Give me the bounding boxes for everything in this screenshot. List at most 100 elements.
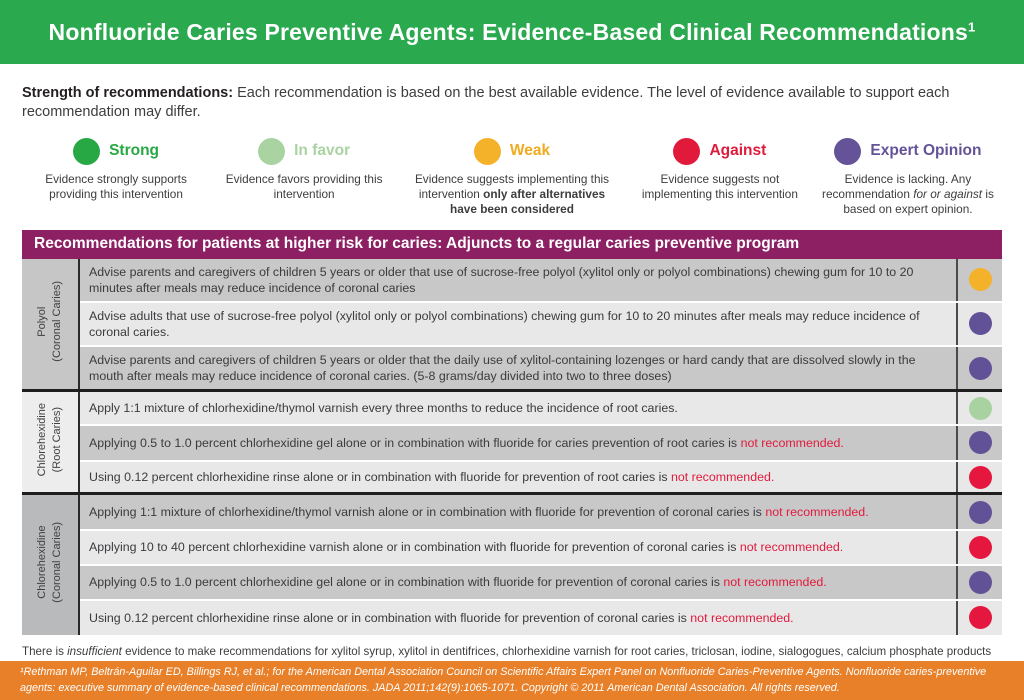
group-label-text: Polyol (Coronal Caries) bbox=[35, 281, 65, 362]
recommendation-text: Using 0.12 percent chlorhexidine rinse a… bbox=[79, 460, 957, 496]
legend-desc-against: Evidence suggests not implementing this … bbox=[630, 172, 810, 202]
against-dot-icon bbox=[673, 137, 701, 165]
table-row: Using 0.12 percent chlorhexidine rinse a… bbox=[22, 599, 1002, 635]
rec-text: Applying 1:1 mixture of chlorhexidine/th… bbox=[89, 504, 766, 519]
group-label-text: Chlorehexidine (Root Caries) bbox=[35, 403, 65, 476]
legend-head-against: Against bbox=[630, 136, 810, 166]
table-row: Applying 10 to 40 percent chlorhexidine … bbox=[22, 529, 1002, 566]
recommendations-grid: Polyol (Coronal Caries) Advise parents an… bbox=[22, 258, 1002, 635]
rec-text: Advise parents and caregivers of childre… bbox=[89, 353, 916, 384]
group-label-text: Chlorehexidine (Coronal Caries) bbox=[35, 522, 65, 603]
legend-desc-in-favor: Evidence favors providing this intervent… bbox=[214, 172, 394, 202]
legend-label-weak: Weak bbox=[509, 142, 551, 160]
recommendation-text: Applying 1:1 mixture of chlorhexidine/th… bbox=[79, 493, 957, 531]
legend-item-weak: Weak Evidence suggests implementing this… bbox=[398, 136, 626, 217]
not-recommended-text: not recommended. bbox=[690, 610, 794, 625]
legend-desc-strong: Evidence strongly supports providing thi… bbox=[26, 172, 206, 202]
group-name: Polyol bbox=[36, 306, 49, 337]
table-row: Applying 0.5 to 1.0 percent chlorhexidin… bbox=[22, 424, 1002, 462]
legend-label-strong: Strong bbox=[109, 142, 159, 160]
legend-item-expert-opinion: Expert Opinion Evidence is lacking. Any … bbox=[814, 136, 1002, 217]
rec-text: Applying 0.5 to 1.0 percent chlorhexidin… bbox=[89, 435, 741, 450]
citation-bar: ¹Rethman MP, Beltrán-Aguilar ED, Billing… bbox=[0, 661, 1024, 700]
title-superscript: 1 bbox=[968, 18, 976, 34]
group-label-polyol-coronal: Polyol (Coronal Caries) bbox=[22, 258, 80, 393]
rating-cell bbox=[956, 493, 1002, 531]
intro-paragraph: Strength of recommendations: Each recomm… bbox=[22, 84, 962, 122]
not-recommended-text: not recommended. bbox=[740, 435, 844, 450]
table-row: Chlorehexidine (Coronal Caries) Applying … bbox=[22, 493, 1002, 635]
recommendation-text: Applying 0.5 to 1.0 percent chlorhexidin… bbox=[79, 424, 957, 462]
rec-text: Applying 0.5 to 1.0 percent chlorhexidin… bbox=[89, 575, 724, 590]
table-row: Using 0.12 percent chlorhexidine rinse a… bbox=[22, 460, 1002, 496]
recommendation-text: Applying 0.5 to 1.0 percent chlorhexidin… bbox=[79, 564, 957, 601]
legend-desc-expert-opinion: Evidence is lacking. Any recommendation … bbox=[818, 172, 998, 217]
rating-cell bbox=[956, 599, 1002, 635]
not-recommended-text: not recommended. bbox=[739, 540, 844, 555]
not-recommended-text: not recommended. bbox=[765, 504, 869, 519]
rating-dot-against bbox=[968, 535, 992, 559]
rec-text: Advise parents and caregivers of childre… bbox=[89, 264, 914, 295]
recommendation-text: Advise parents and caregivers of childre… bbox=[79, 346, 957, 393]
group-sub: (Coronal Caries) bbox=[51, 522, 63, 603]
strong-dot-icon bbox=[73, 137, 101, 165]
group-label-chlorhexidine-coronal: Chlorehexidine (Coronal Caries) bbox=[22, 493, 80, 635]
desc-emph: only after alternatives have been consid… bbox=[450, 187, 606, 217]
rec-text: Advise adults that use of sucrose-free p… bbox=[89, 308, 920, 339]
table-row: Advise parents and caregivers of childre… bbox=[22, 346, 1002, 393]
recommendation-text: Advise adults that use of sucrose-free p… bbox=[79, 301, 957, 348]
in-favor-dot-icon bbox=[258, 137, 286, 165]
desc-text: Evidence is lacking. Any recommendation bbox=[822, 172, 972, 202]
rating-cell bbox=[956, 460, 1002, 496]
rating-dot-expert-opinion bbox=[968, 500, 992, 524]
rating-dot-against bbox=[968, 465, 992, 489]
footnote-italic: insufficient bbox=[67, 644, 122, 658]
group-sub: (Root Caries) bbox=[51, 407, 63, 473]
group-label-chlorhexidine-root: Chlorehexidine (Root Caries) bbox=[22, 390, 80, 496]
desc-text: Evidence strongly supports providing thi… bbox=[45, 172, 187, 202]
citation-text: ¹Rethman MP, Beltrán-Aguilar ED, Billing… bbox=[20, 665, 987, 694]
table-caption: Recommendations for patients at higher r… bbox=[22, 229, 1002, 259]
rating-cell bbox=[956, 424, 1002, 462]
legend-head-expert-opinion: Expert Opinion bbox=[818, 136, 998, 166]
group-name: Chlorehexidine bbox=[36, 525, 49, 600]
legend-head-weak: Weak bbox=[402, 136, 622, 166]
legend-head-in-favor: In favor bbox=[214, 136, 394, 166]
page-title: Nonfluoride Caries Preventive Agents: Ev… bbox=[49, 19, 976, 46]
desc-text: Evidence favors providing this intervent… bbox=[225, 172, 383, 202]
strength-legend: Strong Evidence strongly supports provid… bbox=[22, 136, 1002, 217]
table-row: Polyol (Coronal Caries) Advise parents an… bbox=[22, 258, 1002, 393]
rec-text: Using 0.12 percent chlorhexidine rinse a… bbox=[89, 469, 671, 484]
page-title-text: Nonfluoride Caries Preventive Agents: Ev… bbox=[48, 18, 969, 45]
desc-text: Evidence suggests not implementing this … bbox=[641, 172, 798, 202]
recommendation-text: Advise parents and caregivers of childre… bbox=[79, 258, 957, 303]
rec-text: Applying 10 to 40 percent chlorhexidine … bbox=[89, 540, 740, 555]
desc-text: Evidence suggests implementing this inte… bbox=[414, 172, 610, 202]
table-row: Chlorehexidine (Root Caries) Apply 1:1 mi… bbox=[22, 390, 1002, 496]
intro-text: Each recommendation is based on the best… bbox=[22, 85, 950, 121]
expert-opinion-dot-icon bbox=[834, 137, 862, 165]
legend-item-against: Against Evidence suggests not implementi… bbox=[626, 136, 814, 217]
table-row: Applying 0.5 to 1.0 percent chlorhexidin… bbox=[22, 564, 1002, 601]
rating-dot-expert-opinion bbox=[968, 431, 992, 455]
not-recommended-text: not recommended. bbox=[723, 575, 827, 590]
legend-label-in-favor: In favor bbox=[294, 142, 351, 160]
rating-dot-expert-opinion bbox=[968, 312, 992, 336]
rating-cell bbox=[956, 390, 1002, 426]
table-row: Advise adults that use of sucrose-free p… bbox=[22, 301, 1002, 348]
rec-text: Using 0.12 percent chlorhexidine rinse a… bbox=[89, 610, 691, 625]
rating-dot-against bbox=[968, 606, 992, 630]
rating-cell bbox=[956, 258, 1002, 303]
rating-cell bbox=[956, 564, 1002, 601]
rating-dot-expert-opinion bbox=[968, 570, 992, 594]
weak-dot-icon bbox=[473, 137, 501, 165]
legend-label-expert-opinion: Expert Opinion bbox=[870, 142, 982, 160]
rating-cell bbox=[956, 346, 1002, 393]
rating-cell bbox=[956, 529, 1002, 566]
group-sub: (Coronal Caries) bbox=[51, 281, 63, 362]
legend-item-in-favor: In favor Evidence favors providing this … bbox=[210, 136, 398, 217]
not-recommended-text: not recommended. bbox=[671, 469, 775, 484]
desc-text: is based on expert opinion. bbox=[843, 187, 994, 217]
recommendation-text: Applying 10 to 40 percent chlorhexidine … bbox=[79, 529, 957, 566]
